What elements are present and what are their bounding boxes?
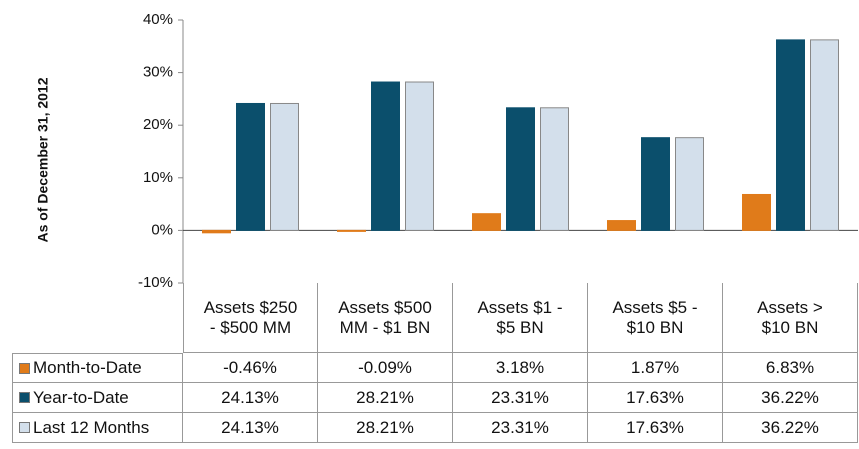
- category-label: Assets $250 - $500 MM: [183, 283, 318, 353]
- table-value: 36.22%: [723, 383, 858, 413]
- bar: [270, 102, 299, 231]
- legend-swatch: [19, 392, 30, 403]
- bar: [236, 102, 265, 231]
- bar: [540, 107, 569, 231]
- bar: [371, 81, 400, 231]
- y-tick-label: 40%: [143, 11, 173, 28]
- legend-swatch: [19, 362, 30, 374]
- bar: [405, 81, 434, 231]
- table-value: 28.21%: [318, 383, 453, 413]
- bar: [810, 39, 839, 231]
- legend-entry: Month-to-Date: [12, 353, 183, 383]
- bar: [641, 137, 670, 231]
- table-value: -0.09%: [318, 353, 453, 383]
- category-label: Assets $500 MM - $1 BN: [318, 283, 453, 353]
- y-tick-label: 20%: [143, 116, 173, 133]
- table-value: 24.13%: [183, 383, 318, 413]
- y-tick-label: 30%: [143, 64, 173, 81]
- legend-swatch: [19, 422, 30, 433]
- bar: [472, 213, 501, 231]
- category-label: Assets $1 - $5 BN: [453, 283, 588, 353]
- table-value: 17.63%: [588, 383, 723, 413]
- table-value: -0.46%: [183, 353, 318, 383]
- table-value: 36.22%: [723, 413, 858, 443]
- bar: [337, 229, 366, 232]
- category-label: Assets > $10 BN: [723, 283, 858, 353]
- bar: [506, 107, 535, 231]
- bar: [742, 193, 771, 231]
- y-tick-label: -10%: [138, 274, 173, 291]
- table-value: 28.21%: [318, 413, 453, 443]
- bar: [202, 229, 231, 234]
- table-value: 23.31%: [453, 383, 588, 413]
- table-value: 17.63%: [588, 413, 723, 443]
- legend-label: Last 12 Months: [33, 417, 150, 437]
- category-label: Assets $5 - $10 BN: [588, 283, 723, 353]
- y-axis-label: As of December 31, 2012: [35, 77, 51, 242]
- table-value: 24.13%: [183, 413, 318, 443]
- bar: [776, 39, 805, 231]
- legend-label: Year-to-Date: [33, 387, 129, 407]
- y-tick-label: 10%: [143, 169, 173, 186]
- table-value: 6.83%: [723, 353, 858, 383]
- table-value: 1.87%: [588, 353, 723, 383]
- legend-label: Month-to-Date: [33, 358, 142, 377]
- table-value: 3.18%: [453, 353, 588, 383]
- table-value: 23.31%: [453, 413, 588, 443]
- bar: [607, 220, 636, 231]
- y-tick-label: 0%: [151, 221, 173, 238]
- bar: [675, 137, 704, 231]
- legend-entry: Last 12 Months: [12, 413, 183, 443]
- legend-entry: Year-to-Date: [12, 383, 183, 413]
